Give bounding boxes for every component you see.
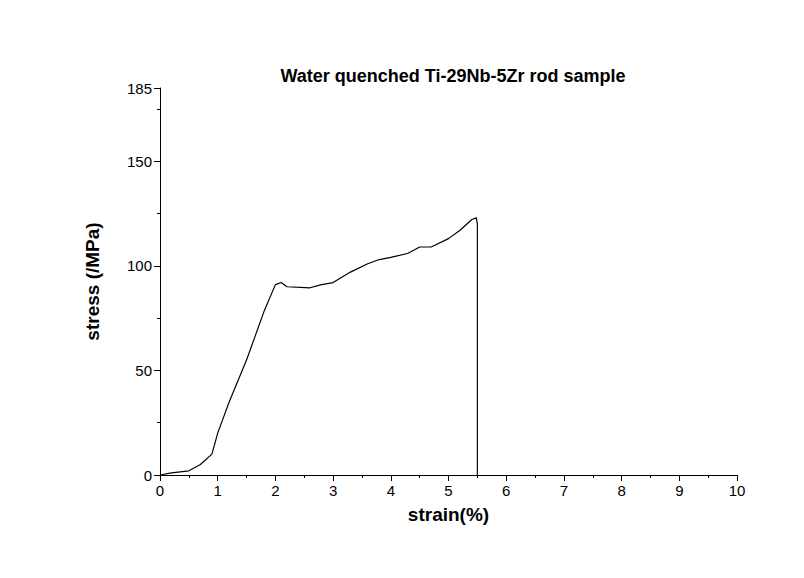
svg-text:185: 185: [127, 80, 152, 97]
svg-text:7: 7: [560, 482, 568, 499]
svg-text:6: 6: [502, 482, 510, 499]
svg-text:5: 5: [444, 482, 452, 499]
svg-text:strain(%): strain(%): [408, 504, 489, 525]
svg-text:9: 9: [675, 482, 683, 499]
svg-text:100: 100: [127, 257, 152, 274]
svg-text:150: 150: [127, 153, 152, 170]
svg-text:10: 10: [729, 482, 746, 499]
svg-text:4: 4: [387, 482, 395, 499]
svg-text:0: 0: [156, 482, 164, 499]
svg-text:Water quenched Ti-29Nb-5Zr rod: Water quenched Ti-29Nb-5Zr rod sample: [280, 66, 625, 86]
svg-text:8: 8: [617, 482, 625, 499]
svg-text:50: 50: [135, 362, 152, 379]
svg-text:0: 0: [144, 467, 152, 484]
svg-text:1: 1: [214, 482, 222, 499]
svg-text:3: 3: [329, 482, 337, 499]
svg-text:2: 2: [271, 482, 279, 499]
svg-text:stress (/MPa): stress (/MPa): [82, 222, 103, 340]
